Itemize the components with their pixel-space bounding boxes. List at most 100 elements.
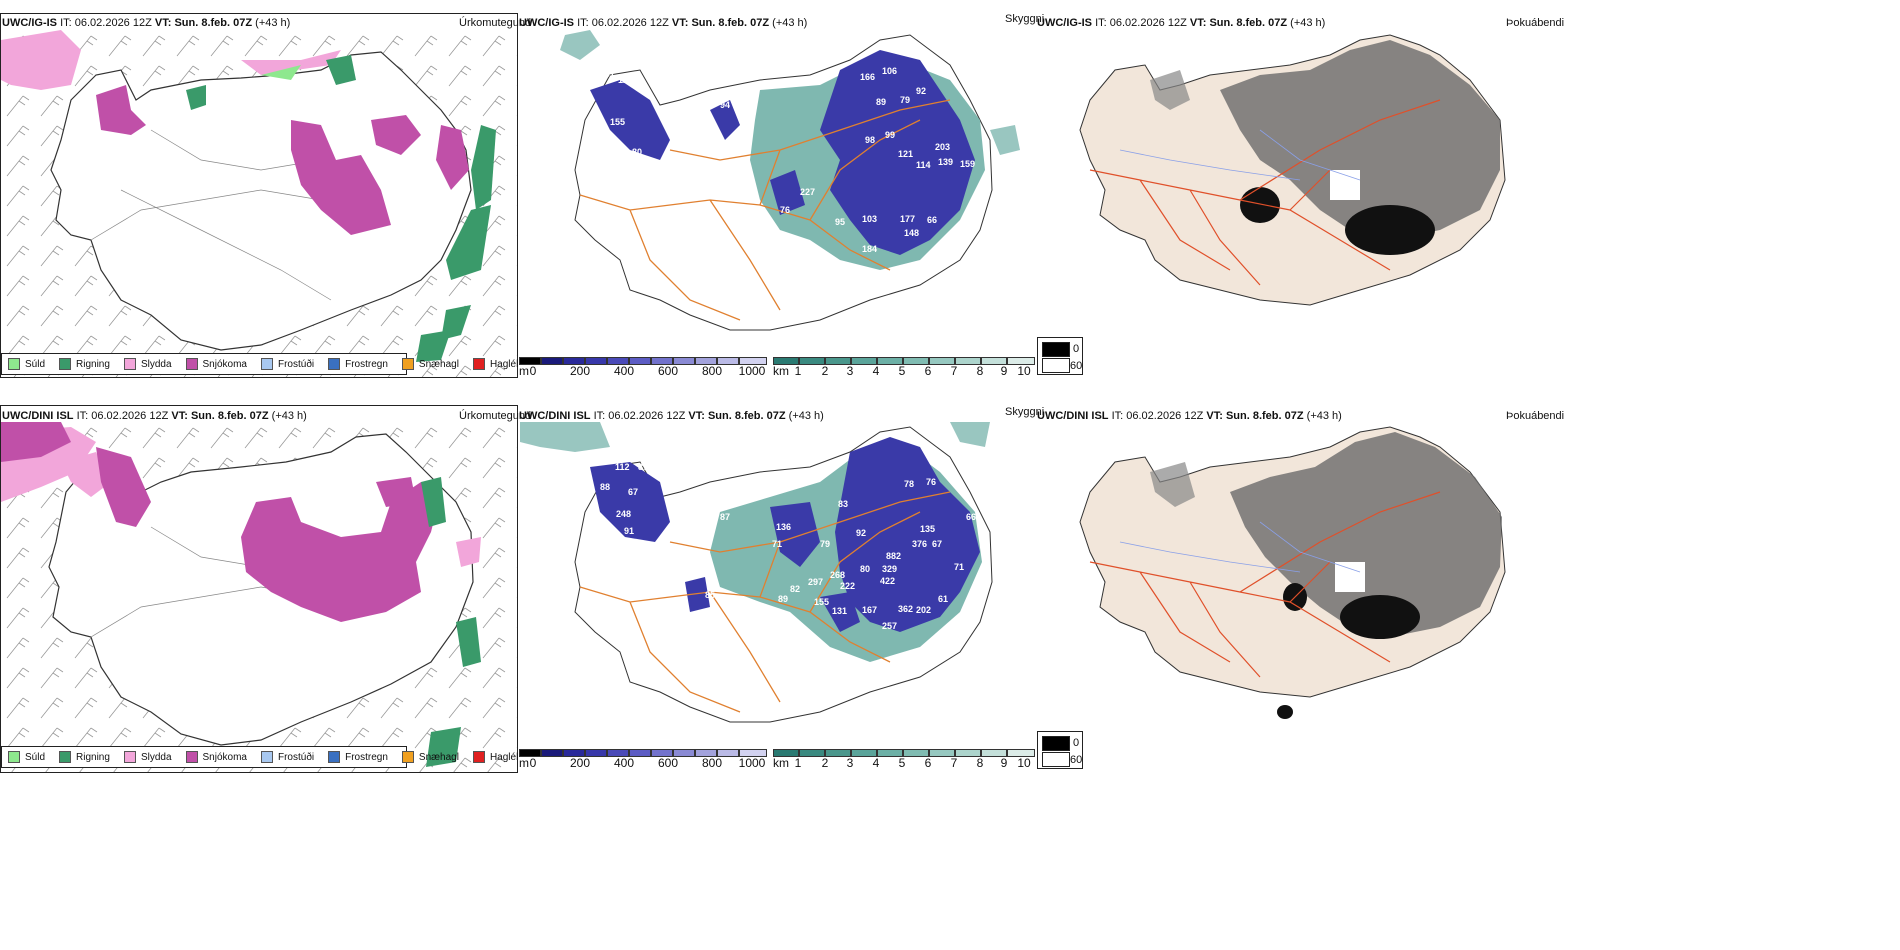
vis-label: 87 — [720, 512, 730, 522]
vis-label: 376 — [912, 539, 927, 549]
precip-map-bottom — [1, 422, 517, 772]
cbar-tick: 5 — [898, 756, 906, 770]
legend-item-freezing-rain: Frostregn — [328, 358, 388, 370]
model-name: UWC/DINI ISL — [519, 410, 591, 422]
vis-label: 103 — [862, 214, 877, 224]
fog-swatch — [1042, 358, 1070, 373]
lead-time: (+43 h) — [255, 17, 291, 29]
valid-time: Sun. 8.feb. 07Z — [190, 410, 269, 422]
cbar-swatch — [773, 357, 799, 365]
cbar-tick: 8 — [976, 364, 984, 378]
cbar-swatch — [1007, 749, 1035, 757]
vis-label: 99 — [885, 130, 895, 140]
cbar-swatch — [629, 749, 651, 757]
cbar-tick: 10 — [1017, 756, 1031, 770]
precip-panel-title-bottom: UWC/DINI ISL IT: 06.02.2026 12Z VT: Sun.… — [2, 410, 307, 422]
cbar-unit: km — [773, 756, 789, 770]
cbar-tick: 800 — [701, 364, 723, 378]
cbar-tick: 1 — [794, 364, 802, 378]
cbar-swatch — [717, 357, 739, 365]
cbar-swatch — [585, 749, 607, 757]
cbar-swatch — [739, 749, 767, 757]
vis-label: 79 — [900, 95, 910, 105]
cbar-swatch — [851, 749, 877, 757]
legend-item-sleet: Slydda — [123, 358, 172, 370]
vis-label: 159 — [960, 159, 975, 169]
cbar-swatch — [673, 749, 695, 757]
fog-panel-title-bottom: UWC/DINI ISL IT: 06.02.2026 12Z VT: Sun.… — [1037, 410, 1342, 422]
visibility-panel-title-bottom: UWC/DINI ISL IT: 06.02.2026 12Z VT: Sun.… — [519, 410, 824, 422]
fog-label-bottom: Þokuábendi — [1506, 410, 1565, 422]
legend-swatch — [185, 358, 198, 370]
cbar-swatch — [717, 749, 739, 757]
vis-label: 362 — [898, 604, 913, 614]
visibility-map-top: 207 125 83 155 80 94 166 106 89 79 92 99… — [560, 30, 1020, 331]
cbar-swatch — [981, 357, 1007, 365]
legend-item-freezing-rain: Frostregn — [328, 751, 388, 763]
visibility-colorbar-swatches — [773, 357, 1035, 365]
visibility-map-bottom: 112 87 88 248 67 91 87 136 71 79 92 83 7… — [520, 422, 993, 723]
legend-item-sleet: Slydda — [123, 751, 172, 763]
lead-time: (+43 h) — [1306, 410, 1342, 422]
legend-swatch — [260, 358, 273, 370]
cloud-base-area — [820, 50, 975, 255]
vis-label: 80 — [632, 147, 642, 157]
cloud-base-colorbar-top: m 0 200 400 600 800 1000 — [519, 357, 769, 378]
legend-item-rain: Rigning — [59, 751, 110, 763]
cbar-tick: 7 — [950, 756, 958, 770]
vis-label: 297 — [808, 577, 823, 587]
legend-item-rain: Rigning — [59, 358, 110, 370]
fog-label-top: Þokuábendi — [1506, 17, 1565, 29]
cbar-tick: 200 — [569, 756, 591, 770]
cloud-base-colorbar-swatches — [519, 749, 767, 757]
visibility-label-group: 207 125 83 155 80 94 166 106 89 79 92 99… — [580, 66, 975, 254]
vis-label: 83 — [580, 95, 590, 105]
cloud-base-area — [590, 462, 670, 542]
vis-label: 135 — [920, 524, 935, 534]
legend-item-drizzle: Súld — [8, 358, 45, 370]
snow-area — [96, 85, 146, 135]
vis-label: 227 — [800, 187, 815, 197]
cbar-tick: 6 — [924, 364, 932, 378]
vis-label: 76 — [926, 477, 936, 487]
cbar-tick: 400 — [613, 756, 635, 770]
cbar-swatch — [629, 357, 651, 365]
valid-time: Sun. 8.feb. 07Z — [1225, 410, 1304, 422]
vis-label: 66 — [927, 215, 937, 225]
cbar-unit: km — [773, 364, 789, 378]
vis-label: 67 — [932, 539, 942, 549]
vis-label: 202 — [916, 605, 931, 615]
vis-label: 88 — [600, 482, 610, 492]
precip-type-label-top: Úrkomutegund — [459, 17, 532, 29]
cbar-swatch — [695, 357, 717, 365]
cbar-tick: 5 — [898, 364, 906, 378]
fog-legend-label: 60 — [1070, 360, 1083, 372]
cbar-swatch — [903, 749, 929, 757]
cbar-swatch — [651, 357, 673, 365]
legend-swatch — [328, 751, 341, 763]
cbar-tick: 3 — [846, 364, 854, 378]
cbar-swatch — [541, 357, 563, 365]
vis-label: 92 — [916, 86, 926, 96]
valid-time: Sun. 8.feb. 07Z — [174, 17, 253, 29]
vis-label: 207 — [600, 69, 615, 79]
legend-item-freezing-drizzle: Frostúði — [260, 751, 314, 763]
legend-swatch — [123, 751, 136, 763]
legend-swatch — [123, 358, 136, 370]
cbar-unit: m — [519, 756, 529, 770]
cbar-tick: 600 — [657, 756, 679, 770]
legend-item-snow-pellets: Snæhagl — [401, 358, 459, 370]
vis-label: 248 — [616, 509, 631, 519]
cbar-swatch — [825, 357, 851, 365]
sleet-area — [1, 30, 81, 90]
cbar-swatch — [607, 357, 629, 365]
legend-item-drizzle: Súld — [8, 751, 45, 763]
cbar-tick: 4 — [872, 364, 880, 378]
lead-time: (+43 h) — [772, 17, 808, 29]
vis-label: 79 — [820, 539, 830, 549]
visibility-colorbar-swatches — [773, 749, 1035, 757]
init-time: 06.02.2026 12Z — [91, 410, 169, 422]
cbar-tick: 7 — [950, 364, 958, 378]
cbar-tick: 1000 — [738, 756, 766, 770]
model-name: UWC/DINI ISL — [2, 410, 74, 422]
